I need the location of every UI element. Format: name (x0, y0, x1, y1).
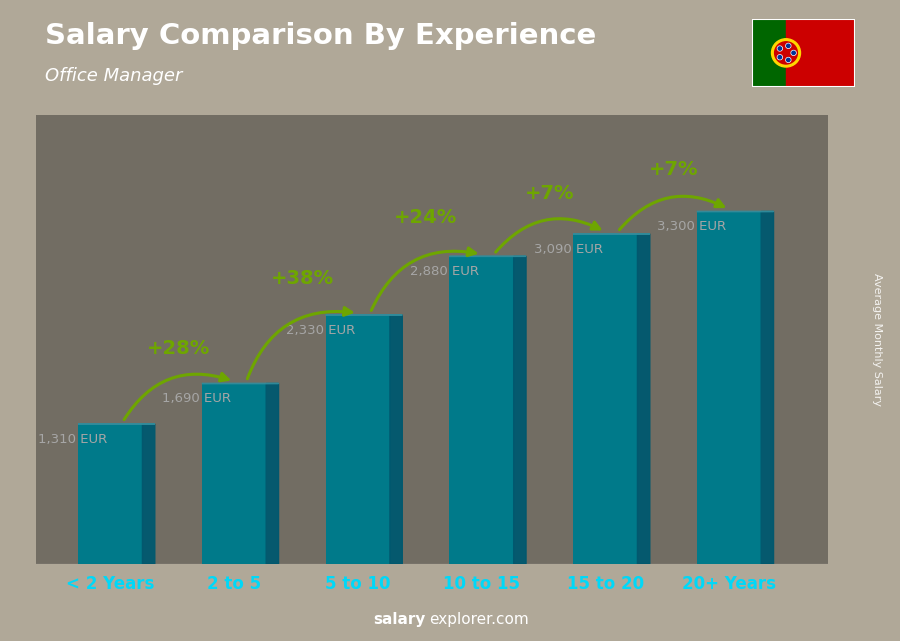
Text: 1,310 EUR: 1,310 EUR (39, 433, 108, 445)
Circle shape (778, 55, 782, 60)
Bar (573, 234, 637, 564)
Circle shape (778, 46, 782, 51)
Circle shape (791, 51, 796, 55)
Text: Salary Comparison By Experience: Salary Comparison By Experience (45, 22, 596, 51)
Text: salary: salary (374, 612, 426, 627)
Text: Average Monthly Salary: Average Monthly Salary (872, 273, 883, 406)
Bar (78, 424, 142, 564)
Circle shape (775, 42, 797, 64)
Text: 1,690 EUR: 1,690 EUR (162, 392, 231, 405)
Text: 3,090 EUR: 3,090 EUR (534, 242, 603, 256)
Circle shape (792, 51, 796, 54)
Circle shape (786, 58, 791, 62)
Text: 2,330 EUR: 2,330 EUR (286, 324, 356, 337)
Text: explorer.com: explorer.com (429, 612, 529, 627)
Text: +38%: +38% (271, 269, 334, 288)
Text: +24%: +24% (394, 208, 457, 228)
Bar (752, 19, 786, 87)
Polygon shape (266, 383, 279, 564)
Text: +7%: +7% (649, 160, 698, 179)
Polygon shape (514, 256, 526, 564)
Circle shape (786, 44, 791, 48)
Text: 3,300 EUR: 3,300 EUR (657, 220, 726, 233)
Bar (786, 19, 855, 87)
Bar (697, 212, 761, 564)
Circle shape (787, 44, 790, 47)
Text: 2,880 EUR: 2,880 EUR (410, 265, 479, 278)
Text: Office Manager: Office Manager (45, 67, 183, 85)
Circle shape (778, 47, 781, 50)
Circle shape (771, 38, 800, 67)
Circle shape (787, 58, 790, 62)
Circle shape (778, 56, 781, 59)
Polygon shape (390, 315, 402, 564)
Polygon shape (761, 212, 773, 564)
Bar (202, 383, 266, 564)
Polygon shape (142, 424, 155, 564)
Polygon shape (637, 234, 650, 564)
Bar (449, 256, 514, 564)
Text: +28%: +28% (147, 339, 210, 358)
Bar (326, 315, 390, 564)
Text: +7%: +7% (525, 185, 574, 203)
